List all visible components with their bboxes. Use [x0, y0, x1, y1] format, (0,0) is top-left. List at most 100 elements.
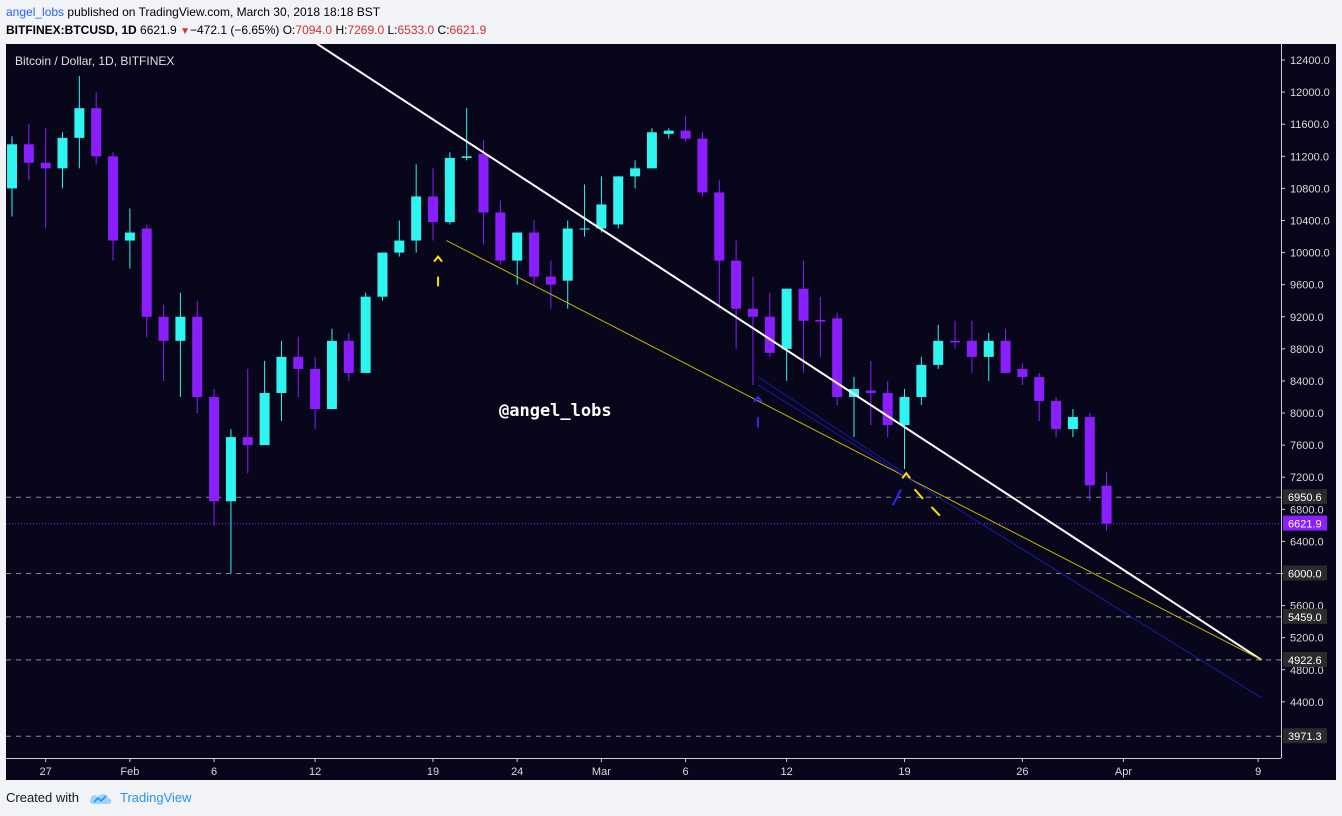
candle-body [7, 144, 17, 189]
author-link[interactable]: angel_lobs [6, 5, 65, 19]
time-tick-label: 26 [1016, 766, 1028, 778]
candle-body [343, 340, 354, 373]
dash-mark [930, 506, 941, 517]
close-label: C: [437, 23, 450, 37]
price-tick-label: 9600.0 [1290, 280, 1324, 292]
candlestick-chart[interactable]: 4400.04800.05200.05600.06000.06400.06800… [6, 44, 1336, 780]
candle-body [23, 144, 34, 163]
symbol-name: BITFINEX:BTCUSD, 1D [6, 23, 137, 37]
candle-body [1067, 417, 1078, 430]
time-tick-label: Apr [1115, 766, 1132, 778]
high-label: H: [335, 23, 348, 37]
candle-body [815, 319, 826, 322]
candle-body [916, 364, 927, 397]
candle-body [613, 176, 624, 225]
channel-upper-line [757, 376, 905, 474]
time-tick-label: 12 [781, 766, 793, 778]
time-tick-label: 12 [309, 766, 321, 778]
candle-body [91, 108, 102, 157]
price-tick-label: 9200.0 [1290, 312, 1324, 324]
candle-body [596, 204, 607, 229]
last-price: 6621.9 [140, 23, 177, 37]
created-with-text: Created with [6, 790, 79, 805]
candle-body [495, 212, 506, 261]
candles [7, 76, 1112, 574]
candle-body [175, 316, 186, 341]
trendline [446, 240, 1262, 661]
horizontal-levels [6, 496, 1281, 737]
candle-body [1017, 368, 1028, 377]
candle-body [983, 340, 994, 357]
candle-body [663, 130, 674, 134]
tradingview-logo-icon [89, 793, 111, 804]
candle-body [950, 340, 961, 343]
time-tick-label: 9 [1255, 766, 1261, 778]
level-tag-label: 5459.0 [1288, 612, 1322, 624]
candle-body [326, 340, 337, 410]
candle-body [882, 392, 893, 426]
candle-body [714, 192, 725, 261]
price-tick-label: 8800.0 [1290, 344, 1324, 356]
price-tick-label: 10000.0 [1290, 248, 1330, 260]
candle-body [478, 153, 489, 213]
candle-body [74, 108, 85, 138]
candle-body [579, 228, 590, 230]
price-tick-label: 10400.0 [1290, 215, 1330, 227]
candle-body [1034, 376, 1045, 401]
high-value: 7269.0 [347, 23, 385, 37]
candle-body [832, 318, 843, 397]
up-arrow-icon [753, 395, 763, 403]
candle-body [40, 162, 51, 169]
candle-body [444, 157, 455, 223]
price-tick-label: 6800.0 [1290, 504, 1324, 516]
dash-mark [913, 488, 924, 500]
candle-body [1101, 485, 1112, 524]
time-tick-label: Mar [592, 766, 611, 778]
candle-body [865, 390, 876, 393]
trendline [315, 44, 1263, 661]
candle-body [646, 132, 657, 169]
level-tag [1283, 728, 1327, 744]
candle-body [781, 288, 792, 349]
candle-body [966, 340, 977, 357]
price-tick-label: 5200.0 [1290, 633, 1324, 645]
annotations [433, 254, 941, 517]
candle-body [124, 232, 135, 241]
open-label: O: [282, 23, 296, 37]
last-price-tag-label: 6621.9 [1288, 519, 1322, 531]
level-tag-label: 6950.6 [1288, 492, 1322, 504]
candle-body [1000, 340, 1011, 373]
price-tick-label: 11200.0 [1290, 151, 1329, 163]
candle-body [428, 196, 438, 223]
level-tag-label: 6000.0 [1288, 568, 1322, 580]
candle-body [630, 168, 641, 177]
candle-body [1084, 417, 1095, 486]
trendline [757, 384, 1262, 699]
close-value: 6621.9 [449, 23, 487, 37]
candle-body [276, 356, 287, 393]
candle-body [899, 396, 910, 426]
candle-body [933, 340, 944, 365]
candle-body [377, 252, 388, 297]
symbol-line: BITFINEX:BTCUSD, 1D 6621.9 ▼−472.1 (−6.6… [6, 23, 486, 37]
chart-title: Bitcoin / Dollar, 1D, BITFINEX [15, 54, 174, 68]
candle-body [562, 228, 573, 281]
tradingview-link[interactable]: TradingView [120, 790, 192, 805]
time-tick-label: 6 [211, 766, 217, 778]
footer: Created with TradingView [6, 790, 192, 808]
price-tick-label: 6400.0 [1290, 536, 1324, 548]
price-tick-label: 8400.0 [1290, 376, 1324, 388]
price-tick-label: 8000.0 [1290, 408, 1324, 420]
level-tag [1283, 608, 1327, 624]
candle-body [512, 232, 523, 261]
price-tick-label: 12400.0 [1290, 55, 1330, 67]
chart-panel[interactable]: 4400.04800.05200.05600.06000.06400.06800… [6, 44, 1336, 780]
trendlines [315, 44, 1263, 699]
candle-body [225, 437, 236, 502]
candle-body [747, 308, 758, 317]
level-tag-label: 4922.6 [1288, 655, 1322, 667]
candle-body [293, 356, 304, 369]
candle-body [411, 196, 422, 241]
price-change: −472.1 (−6.65%) [189, 23, 280, 37]
candle-body [259, 392, 270, 446]
